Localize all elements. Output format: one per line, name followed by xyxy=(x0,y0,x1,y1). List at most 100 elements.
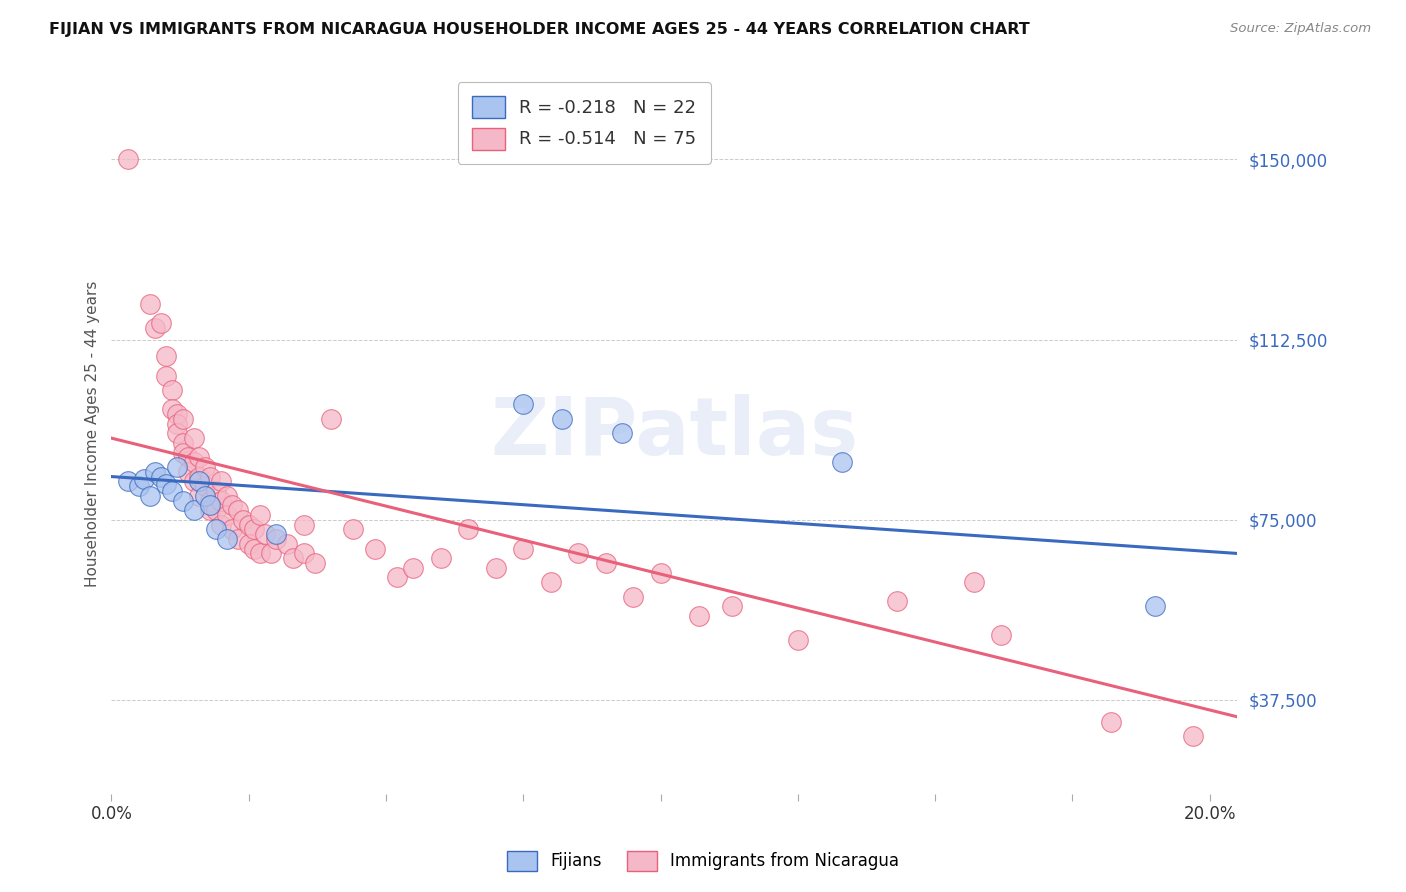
Point xyxy=(1143,599,1166,614)
Point xyxy=(117,153,139,167)
Point xyxy=(215,532,238,546)
Point xyxy=(209,517,232,532)
Point xyxy=(139,296,162,310)
Text: ZIPatlas: ZIPatlas xyxy=(491,394,859,473)
Point xyxy=(200,493,222,508)
Point xyxy=(172,412,194,426)
Point xyxy=(143,465,166,479)
Point xyxy=(166,407,188,421)
Point xyxy=(276,537,298,551)
Point xyxy=(188,450,211,465)
Point xyxy=(831,455,853,469)
Point xyxy=(204,503,226,517)
Point xyxy=(364,541,387,556)
Point xyxy=(621,590,644,604)
Point xyxy=(721,599,744,614)
Point xyxy=(264,532,287,546)
Point xyxy=(457,523,479,537)
Point xyxy=(886,594,908,608)
Point xyxy=(160,483,183,498)
Point xyxy=(209,475,232,489)
Point xyxy=(188,469,211,483)
Point xyxy=(430,551,453,566)
Point xyxy=(786,632,808,647)
Point xyxy=(166,426,188,441)
Point xyxy=(342,523,364,537)
Point xyxy=(155,476,177,491)
Point xyxy=(319,412,342,426)
Point xyxy=(226,503,249,517)
Point xyxy=(183,431,205,445)
Point xyxy=(990,628,1012,642)
Point xyxy=(134,472,156,486)
Point xyxy=(402,561,425,575)
Point xyxy=(238,537,260,551)
Point xyxy=(160,383,183,397)
Point xyxy=(243,523,266,537)
Point xyxy=(567,546,589,560)
Point xyxy=(215,508,238,522)
Point xyxy=(155,350,177,364)
Point xyxy=(183,503,205,517)
Point xyxy=(117,475,139,489)
Legend: R = -0.218   N = 22, R = -0.514   N = 75: R = -0.218 N = 22, R = -0.514 N = 75 xyxy=(458,82,711,164)
Point xyxy=(688,608,710,623)
Point xyxy=(200,469,222,483)
Point xyxy=(200,499,222,513)
Point xyxy=(551,412,574,426)
Point xyxy=(243,541,266,556)
Legend: Fijians, Immigrants from Nicaragua: Fijians, Immigrants from Nicaragua xyxy=(499,842,907,880)
Text: FIJIAN VS IMMIGRANTS FROM NICARAGUA HOUSEHOLDER INCOME AGES 25 - 44 YEARS CORREL: FIJIAN VS IMMIGRANTS FROM NICARAGUA HOUS… xyxy=(49,22,1031,37)
Point xyxy=(221,499,243,513)
Point xyxy=(139,489,162,503)
Point xyxy=(204,523,226,537)
Point xyxy=(1182,729,1205,743)
Point xyxy=(249,546,271,560)
Point xyxy=(1099,714,1122,729)
Point xyxy=(166,459,188,474)
Point xyxy=(610,426,633,441)
Point xyxy=(264,527,287,541)
Point xyxy=(155,368,177,383)
Point xyxy=(281,551,304,566)
Point xyxy=(172,436,194,450)
Point xyxy=(540,575,562,590)
Point xyxy=(232,513,254,527)
Point xyxy=(149,469,172,483)
Point xyxy=(249,508,271,522)
Point xyxy=(226,532,249,546)
Point xyxy=(194,459,217,474)
Point xyxy=(385,570,408,584)
Point xyxy=(194,479,217,493)
Point xyxy=(238,517,260,532)
Point xyxy=(512,541,534,556)
Point xyxy=(160,402,183,417)
Point xyxy=(194,489,217,503)
Point xyxy=(221,523,243,537)
Point xyxy=(183,455,205,469)
Point xyxy=(215,489,238,503)
Point xyxy=(209,493,232,508)
Point xyxy=(200,503,222,517)
Point xyxy=(128,479,150,493)
Point xyxy=(204,483,226,498)
Point xyxy=(172,493,194,508)
Point xyxy=(304,556,326,570)
Point xyxy=(149,316,172,330)
Point xyxy=(177,450,200,465)
Point xyxy=(650,566,672,580)
Point xyxy=(512,397,534,411)
Point xyxy=(143,320,166,334)
Point xyxy=(260,546,283,560)
Point xyxy=(962,575,984,590)
Point xyxy=(188,475,211,489)
Point xyxy=(292,546,315,560)
Point xyxy=(485,561,508,575)
Point xyxy=(188,489,211,503)
Point xyxy=(177,465,200,479)
Y-axis label: Householder Income Ages 25 - 44 years: Householder Income Ages 25 - 44 years xyxy=(86,280,100,587)
Point xyxy=(254,527,277,541)
Point xyxy=(166,417,188,431)
Text: Source: ZipAtlas.com: Source: ZipAtlas.com xyxy=(1230,22,1371,36)
Point xyxy=(595,556,617,570)
